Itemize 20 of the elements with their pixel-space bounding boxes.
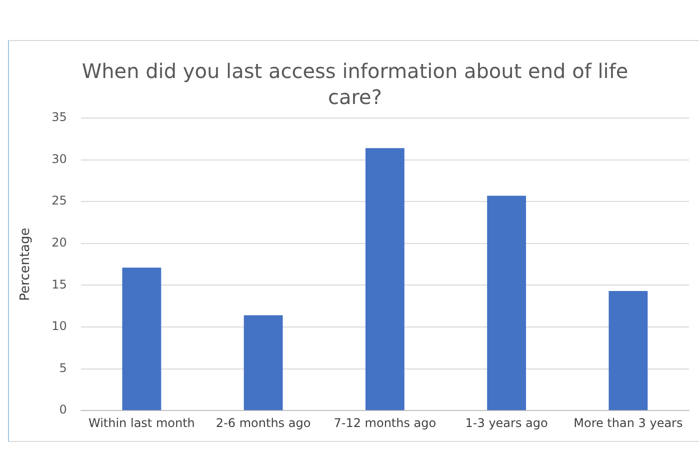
y-tick-label: 20 <box>52 236 67 250</box>
y-axis-title: Percentage <box>18 228 34 301</box>
x-tick-label: Within last month <box>88 416 195 430</box>
x-tick-label: More than 3 years <box>574 416 683 430</box>
x-tick-label: 1-3 years ago <box>465 416 548 430</box>
y-tick-label: 0 <box>59 402 67 417</box>
bar <box>487 196 526 410</box>
x-tick-label: 2-6 months ago <box>216 416 311 430</box>
y-tick-label: 35 <box>52 110 67 124</box>
bar <box>365 148 404 410</box>
chart-title: When did you last access information about end of life care? <box>80 58 630 110</box>
bar <box>244 315 283 410</box>
y-tick-label: 15 <box>52 277 67 292</box>
y-tick-label: 25 <box>52 194 67 208</box>
y-tick-label: 5 <box>59 360 67 375</box>
bar <box>122 268 162 410</box>
bar <box>608 291 648 410</box>
y-tick-label: 10 <box>52 319 67 334</box>
x-tick-label: 7-12 months ago <box>334 416 436 430</box>
y-tick-label: 30 <box>52 152 67 166</box>
